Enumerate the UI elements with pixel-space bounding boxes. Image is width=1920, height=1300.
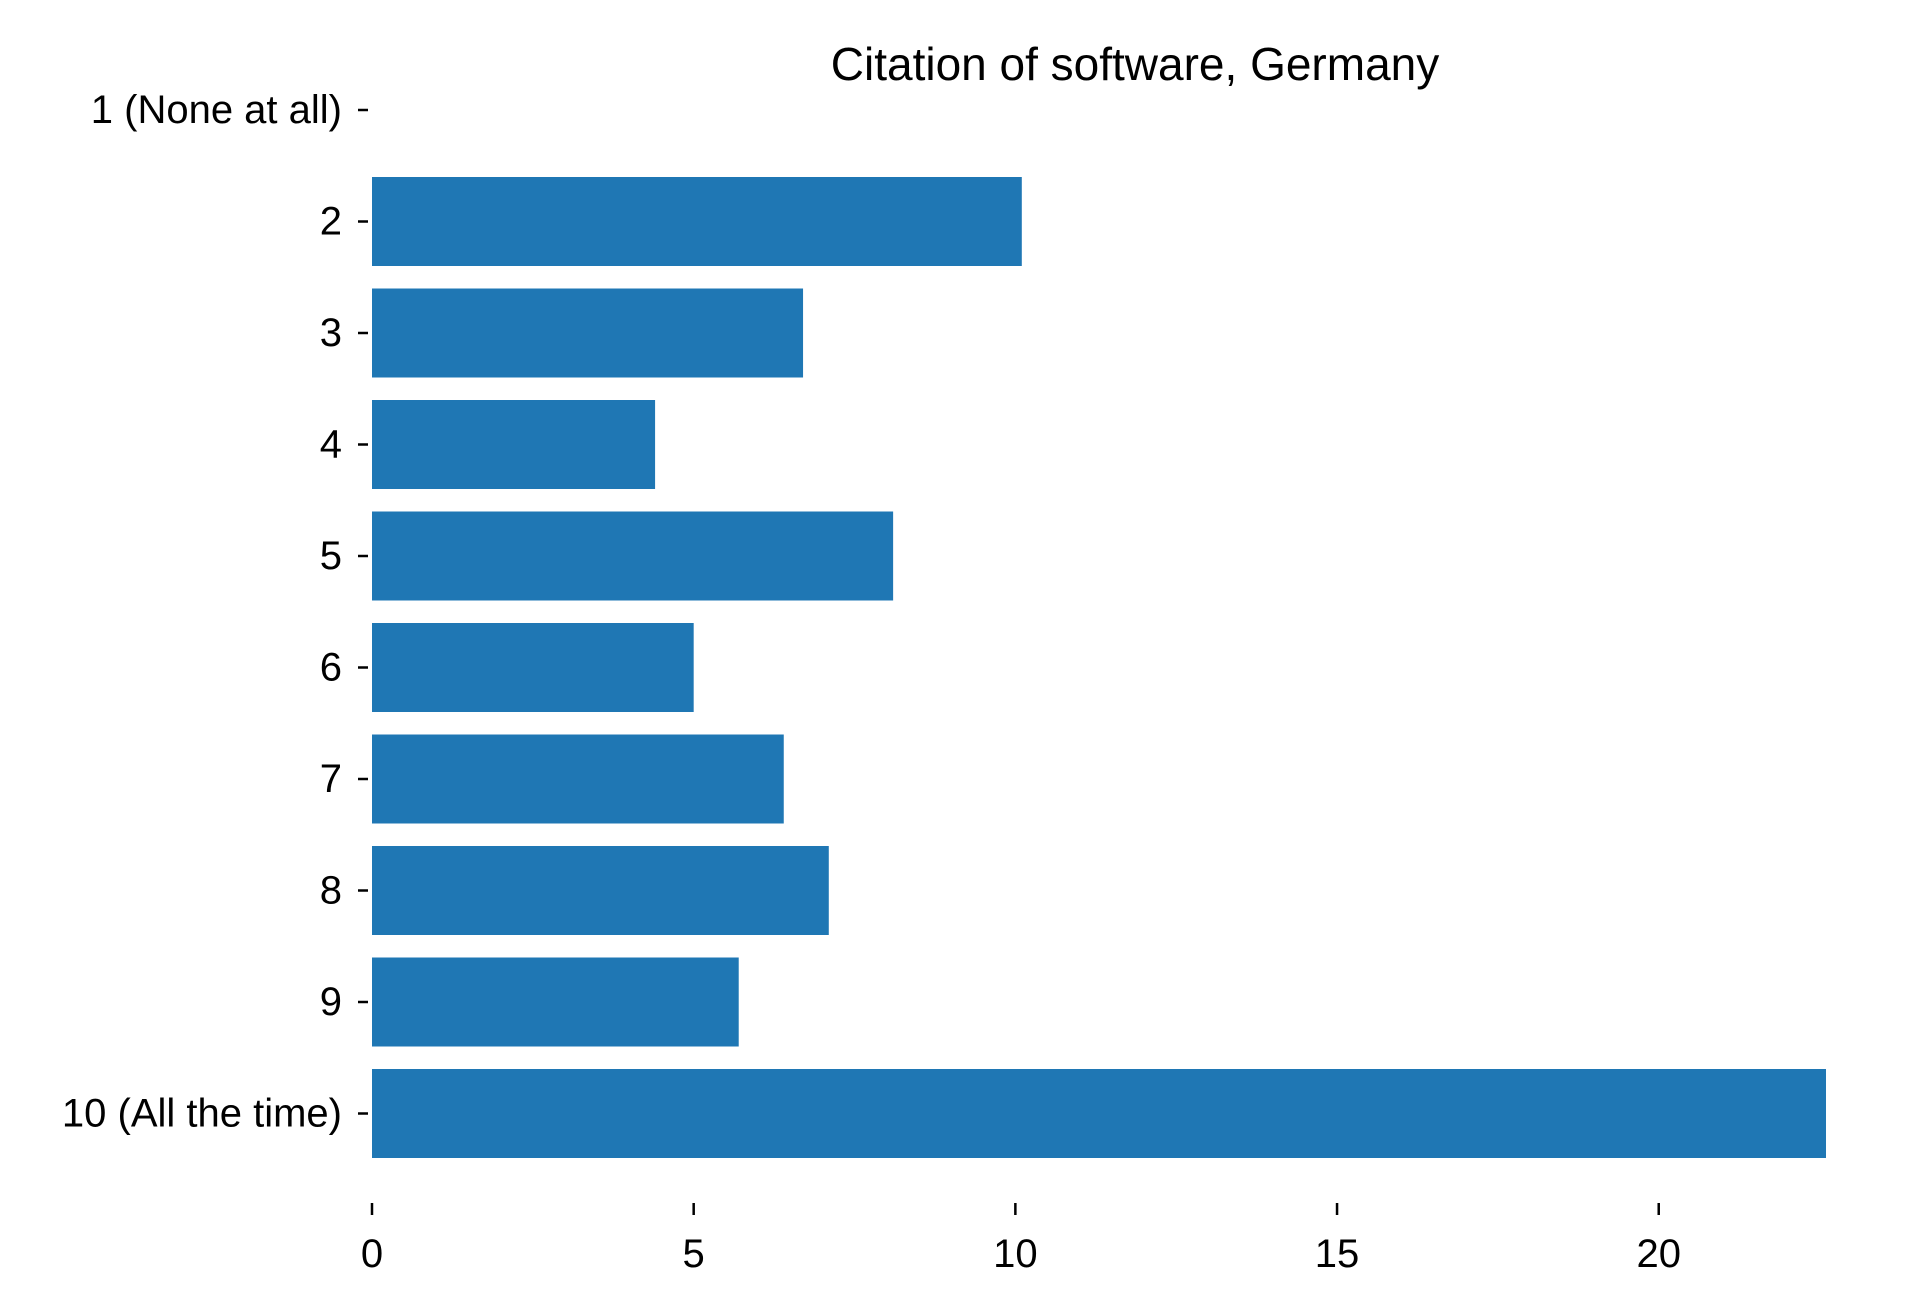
bar-10-all-the-time xyxy=(372,1069,1826,1158)
x-axis: 0 5 10 15 20 xyxy=(361,1203,1681,1276)
x-tick-label-10: 10 xyxy=(993,1232,1038,1276)
bar-8 xyxy=(372,846,829,935)
x-tick-label-0: 0 xyxy=(361,1232,383,1276)
y-tick-label-4: 4 xyxy=(320,423,342,467)
x-tick-label-15: 15 xyxy=(1315,1232,1360,1276)
chart-title: Citation of software, Germany xyxy=(831,38,1439,90)
bar-6 xyxy=(372,623,694,712)
y-tick-label-2: 2 xyxy=(320,200,342,244)
bar-2 xyxy=(372,177,1022,266)
y-tick-label-6: 6 xyxy=(320,646,342,690)
y-tick-label-1-none-at-all: 1 (None at all) xyxy=(91,88,342,132)
bar-9 xyxy=(372,957,739,1047)
x-tick-label-20: 20 xyxy=(1636,1232,1681,1276)
bar-3 xyxy=(372,288,804,378)
bar-5 xyxy=(372,511,894,601)
y-tick-label-8: 8 xyxy=(320,869,342,913)
y-tick-label-9: 9 xyxy=(320,980,342,1024)
bar-4 xyxy=(372,400,656,489)
x-tick-label-5: 5 xyxy=(683,1232,705,1276)
y-tick-label-5: 5 xyxy=(320,534,342,578)
y-tick-label-3: 3 xyxy=(320,311,342,355)
bar-7 xyxy=(372,734,784,824)
y-tick-label-7: 7 xyxy=(320,757,342,801)
y-axis: 1 (None at all) 2 3 4 5 6 7 8 9 10 (All the time) xyxy=(62,88,368,1136)
y-tick-label-10-all-the-time: 10 (All the time) xyxy=(62,1092,342,1136)
bars xyxy=(372,177,1826,1158)
